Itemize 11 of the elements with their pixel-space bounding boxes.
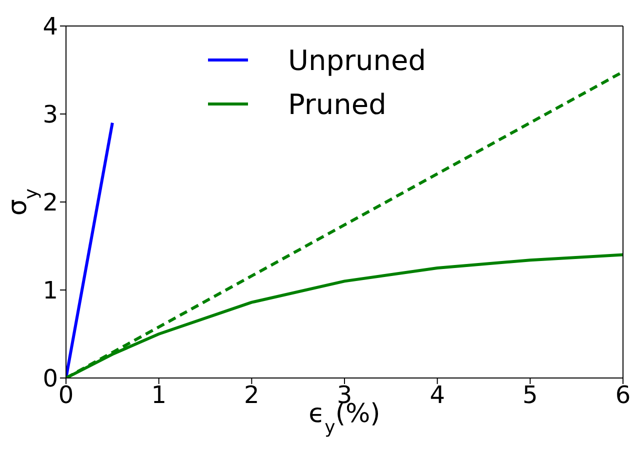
x-tick-label: 1 [151, 381, 166, 410]
x-tick-label: 5 [522, 381, 538, 410]
legend-label: Unpruned [288, 44, 426, 76]
y-tick-label: 2 [42, 188, 58, 217]
legend-label: Pruned [288, 88, 386, 120]
y-tick-label: 3 [42, 100, 58, 129]
x-tick-label: 2 [244, 381, 260, 410]
x-tick-label: 6 [615, 381, 631, 410]
y-tick-label: 4 [42, 12, 58, 41]
y-tick-label: 1 [42, 276, 58, 305]
x-tick-label: 4 [430, 381, 445, 410]
